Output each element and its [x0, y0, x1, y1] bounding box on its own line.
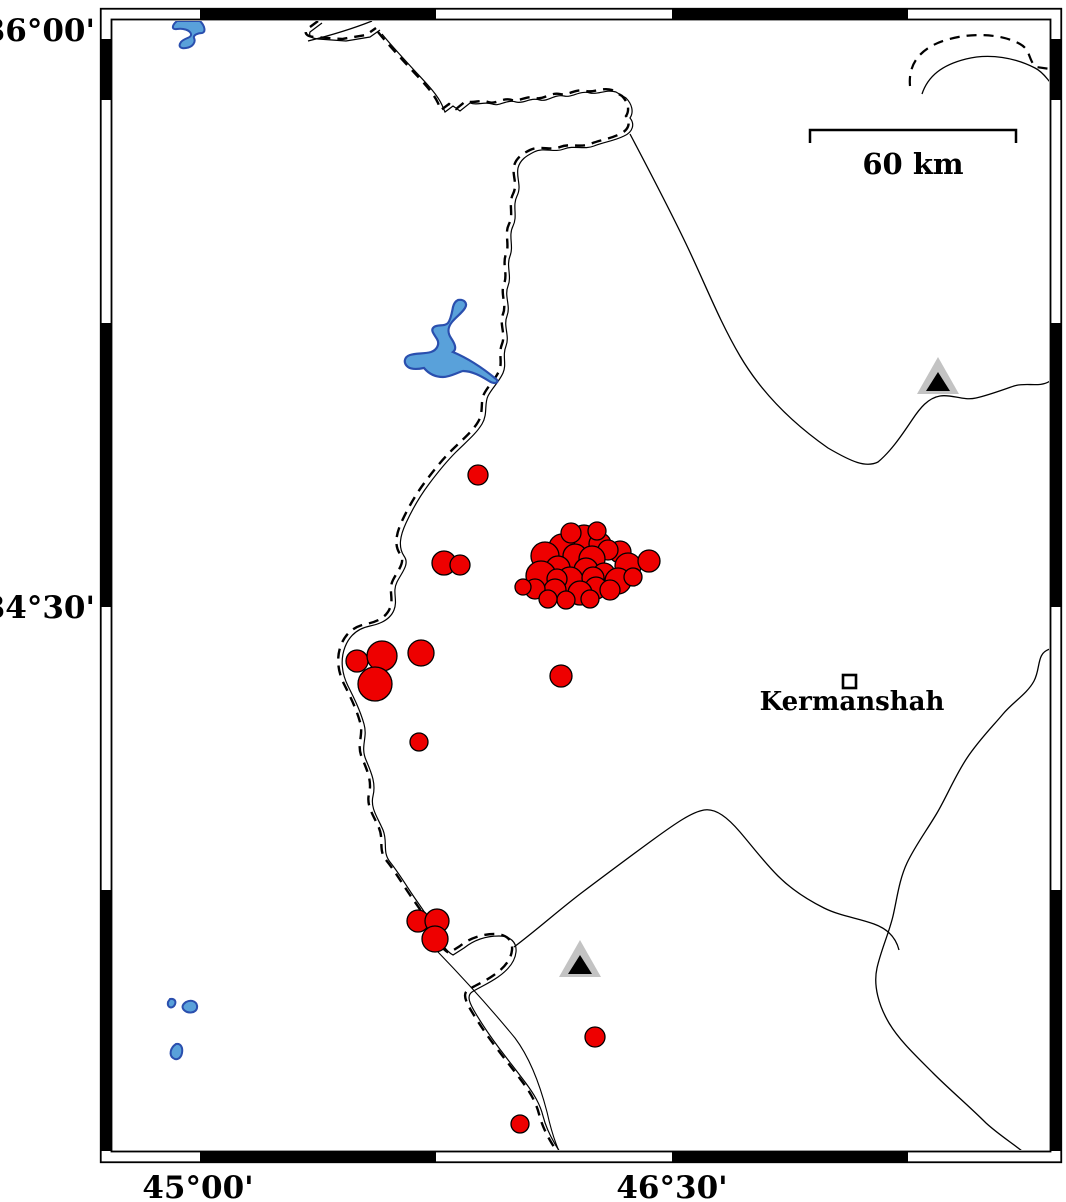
- frame-tick-segment: [100, 890, 112, 1151]
- city-square-icon: [841, 673, 858, 690]
- earthquake-marker: [637, 549, 661, 573]
- river-top-center: [307, 21, 373, 42]
- frame-tick-segment: [1050, 39, 1062, 100]
- city-marker: Kermanshah: [760, 673, 945, 717]
- station-triangle-inner: [568, 955, 592, 974]
- lake-small-east: [181, 999, 199, 1014]
- earthquake-marker: [587, 521, 607, 541]
- earthquake-marker: [357, 666, 393, 702]
- lon-label-46-30: 46°30': [616, 1170, 727, 1202]
- earthquake-marker: [510, 1114, 530, 1134]
- river-south-diagonal: [437, 951, 560, 1150]
- lake-north: [171, 21, 206, 50]
- earthquake-marker: [407, 639, 435, 667]
- border-dashed-line: [304, 21, 630, 1150]
- earthquake-marker: [584, 1026, 606, 1048]
- frame-tick-segment: [1050, 890, 1062, 1151]
- earthquake-markers: [345, 464, 661, 1134]
- lon-label-45-00: 45°00': [142, 1170, 253, 1202]
- station-marker: [559, 940, 601, 977]
- river-northeast-corner: [921, 55, 1049, 95]
- scale-bar: 60 km: [808, 128, 1018, 181]
- earthquake-marker: [538, 589, 558, 609]
- frame-tick-segment: [200, 1151, 436, 1163]
- earthquake-marker: [421, 925, 449, 953]
- earthquake-marker: [366, 640, 398, 672]
- earthquake-marker: [409, 732, 429, 752]
- station-marker: [917, 357, 959, 394]
- earthquake-marker: [580, 589, 600, 609]
- station-markers: [559, 357, 959, 977]
- earthquake-marker: [514, 578, 532, 596]
- river-northeast: [629, 133, 1049, 465]
- earthquake-marker: [549, 664, 573, 688]
- lake-small-south: [169, 1042, 184, 1061]
- lake-small-west: [166, 997, 177, 1009]
- lat-label-36-00: 36°00': [0, 13, 95, 49]
- map-frame: [99, 7, 1063, 1164]
- river-east-meander: [875, 648, 1049, 1150]
- frame-tick-segment: [200, 8, 436, 20]
- frame-tick-segment: [100, 323, 112, 607]
- earthquake-marker: [345, 649, 369, 673]
- border-dashed-northeast: [908, 33, 1049, 87]
- axis-annotations: 36°00' 34°30' 45°00' 46°30': [0, 13, 728, 1202]
- city-label: Kermanshah: [760, 687, 945, 717]
- lakes: [166, 21, 499, 1061]
- earthquake-marker: [623, 567, 643, 587]
- earthquake-marker: [556, 590, 576, 610]
- river-south-network: [513, 809, 900, 951]
- frame-tick-segment: [672, 1151, 908, 1163]
- scale-bar-line: [808, 128, 1018, 143]
- lat-label-34-30: 34°30': [0, 590, 95, 626]
- frame-tick-segment: [100, 39, 112, 100]
- lake-central: [403, 298, 499, 385]
- station-triangle-inner: [926, 372, 950, 391]
- frame-tick-segment: [1050, 323, 1062, 607]
- earthquake-marker: [467, 464, 489, 486]
- earthquake-marker: [560, 522, 582, 544]
- earthquake-marker: [599, 579, 621, 601]
- frame-tick-segment: [672, 8, 908, 20]
- scale-bar-label: 60 km: [862, 147, 964, 181]
- earthquake-marker: [449, 554, 471, 576]
